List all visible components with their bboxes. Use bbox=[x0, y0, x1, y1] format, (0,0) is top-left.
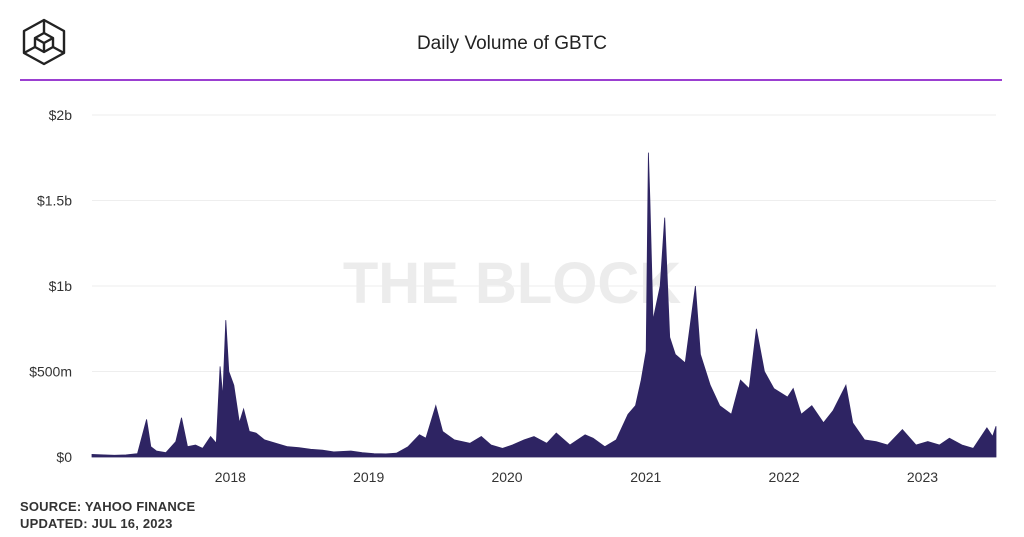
the-block-cube-logo bbox=[22, 18, 66, 66]
watermark: THE BLOCK bbox=[343, 251, 681, 316]
y-tick-label: $0 bbox=[56, 449, 72, 465]
chart-title: Daily Volume of GBTC bbox=[416, 33, 608, 54]
x-tick-label: 2022 bbox=[769, 469, 800, 485]
y-tick-label: $1b bbox=[49, 278, 73, 294]
updated-note: UPDATED: JUL 16, 2023 bbox=[20, 516, 173, 531]
volume-area-series bbox=[91, 152, 997, 458]
x-tick-label: 2018 bbox=[215, 469, 246, 485]
y-tick-label: $2b bbox=[49, 107, 73, 123]
x-tick-label: 2020 bbox=[491, 469, 522, 485]
x-tick-label: 2019 bbox=[353, 469, 384, 485]
source-note: SOURCE: YAHOO FINANCE bbox=[20, 499, 196, 514]
y-tick-label: $500m bbox=[29, 364, 72, 380]
x-tick-label: 2021 bbox=[630, 469, 661, 485]
x-tick-label: 2023 bbox=[907, 469, 938, 485]
title-divider bbox=[20, 79, 1002, 81]
y-tick-label: $1.5b bbox=[37, 193, 72, 209]
